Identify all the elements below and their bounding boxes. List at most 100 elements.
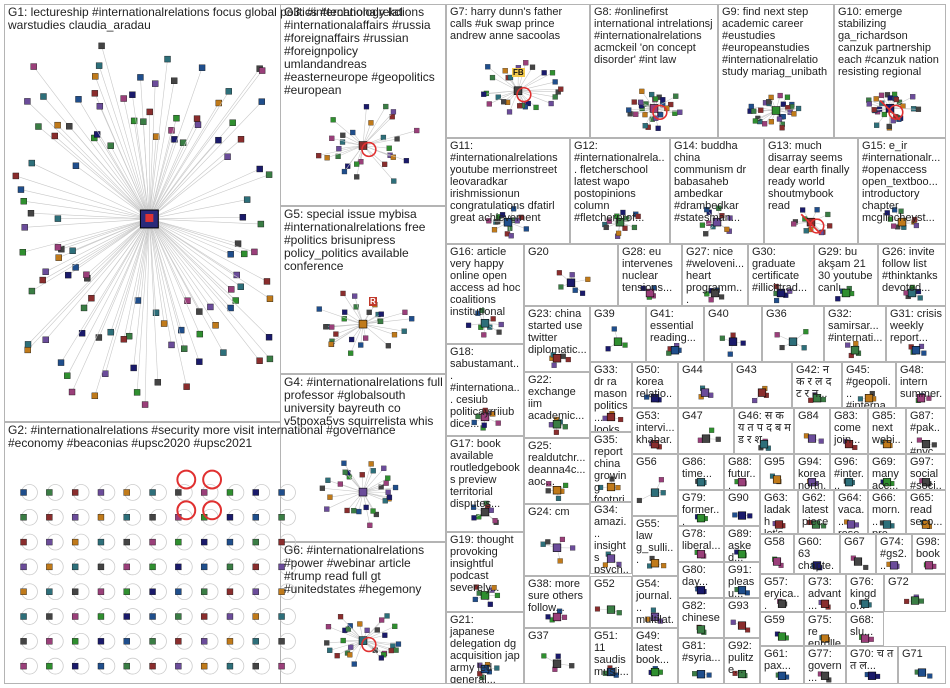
cluster-network	[774, 329, 809, 351]
cluster-network	[666, 342, 682, 356]
cluster-network	[908, 343, 927, 356]
cluster-g66: G66: morn... pre...	[868, 490, 906, 534]
cluster-network	[808, 392, 827, 403]
cluster-network	[884, 207, 920, 230]
cluster-g33: G33: dr ra mason politics... looks...	[590, 362, 632, 432]
cluster-network	[845, 340, 862, 359]
cluster-g98: G98: book	[912, 534, 946, 574]
cluster-g87: G87: #pak... #nyc...	[906, 408, 946, 454]
cluster-network	[594, 605, 622, 616]
cluster-g8: G8: #onlinefirst international intrelati…	[590, 4, 718, 138]
cluster-g62: G62: latest piece...	[798, 490, 834, 534]
hub-node-fb: FB	[512, 68, 525, 77]
cluster-g71: G71	[898, 646, 946, 684]
cluster-g69: G69: many acc...	[868, 454, 906, 490]
cluster-network	[803, 433, 824, 444]
cluster-network	[835, 285, 855, 302]
cluster-g49: G49: latest book...	[632, 628, 678, 684]
cluster-network	[465, 308, 504, 338]
cluster-g10: G10: emerge stabilizing ga_richardson ca…	[834, 4, 946, 138]
cluster-g45: G45: #geopoli... #interna...	[842, 362, 896, 408]
cluster-network	[819, 634, 830, 643]
cluster-network	[914, 668, 933, 679]
cluster-g47: G47	[678, 408, 734, 454]
cluster-g9: G9: find next step academic career #eust…	[718, 4, 834, 138]
cluster-network	[880, 478, 895, 487]
cluster-g46: G46: स क य त प द ब म ड र श	[734, 408, 794, 454]
cluster-network	[811, 561, 823, 571]
cluster-network	[843, 478, 855, 487]
cluster-g77: G77: govern...	[804, 646, 846, 684]
cluster-g74: G74: #gs2...	[876, 534, 912, 574]
cluster-network	[695, 478, 707, 487]
cluster-g12: G12: #internationalrela... fletcherschoo…	[570, 138, 670, 244]
cluster-network	[602, 209, 641, 239]
cluster-network	[859, 599, 872, 608]
cluster-network	[916, 437, 937, 449]
cluster-g50: G50: korea relatio...	[632, 362, 678, 408]
cluster-g15: G15: e_ir #internationalr... #openaccess…	[858, 138, 946, 244]
cluster-network	[719, 332, 746, 357]
cluster-network	[605, 326, 628, 352]
cluster-network	[904, 594, 925, 605]
cluster-g23: G23: china started use twitter diplomati…	[524, 306, 590, 372]
cluster-network	[791, 207, 833, 236]
cluster-network	[324, 613, 402, 667]
cluster-g58: G58	[760, 534, 794, 574]
cluster-network	[698, 385, 714, 400]
cluster-network	[732, 511, 753, 520]
cluster-network	[857, 390, 877, 403]
cluster-network	[626, 88, 683, 131]
cluster-g31: G31: crisis weekly report...	[886, 306, 946, 362]
cluster-network	[920, 520, 933, 529]
cluster-network	[471, 407, 501, 431]
cluster-network	[732, 669, 748, 679]
cluster-g40: G40	[704, 306, 762, 362]
cluster-network	[923, 561, 937, 570]
cluster-network	[696, 624, 707, 635]
cluster-network	[316, 290, 415, 356]
cluster-g94: G94: korea north...	[794, 454, 830, 490]
cluster-network	[758, 438, 771, 451]
cluster-network	[769, 473, 782, 485]
cluster-g20: G20	[524, 244, 618, 306]
cluster-g48: G48: intern summer...	[896, 362, 946, 408]
cluster-network	[777, 598, 788, 608]
cluster-g51: G51: 11 saudis musli...	[590, 628, 632, 684]
cluster-g96: G96: #inter... vols...	[830, 454, 868, 490]
cluster-g36: G36	[762, 306, 824, 362]
cluster-network	[843, 439, 858, 451]
cluster-network	[773, 283, 793, 304]
cluster-g61: G61: pax...	[760, 646, 804, 684]
cluster-g43: G43	[732, 362, 792, 408]
cluster-network	[647, 555, 667, 569]
cluster-g85: G85: next webi...	[868, 408, 906, 454]
cluster-g5: G5: special issue mybisa #internationalr…	[280, 206, 446, 374]
cluster-network	[540, 536, 576, 564]
cluster-g44: G44	[678, 362, 732, 408]
cluster-g42: G42: न क र ल द ट र न...	[792, 362, 842, 408]
cluster-network	[734, 586, 750, 596]
cluster-g14: G14: buddha china communism dr babasaheb…	[670, 138, 764, 244]
cluster-network	[734, 549, 747, 559]
cluster-g52: G52	[590, 576, 632, 628]
cluster-network	[772, 556, 784, 568]
cluster-network	[704, 287, 725, 303]
cluster-network	[548, 417, 568, 435]
cluster-network	[694, 514, 708, 523]
cluster-g72: G72	[884, 574, 946, 612]
cluster-network	[866, 91, 922, 131]
cluster-network	[699, 205, 733, 237]
cluster-network	[316, 103, 420, 184]
cluster-network	[636, 477, 666, 504]
cluster-g79: G79: former...	[678, 490, 724, 526]
cluster-g28: G28: eu intervenes nuclear tensions...	[618, 244, 682, 306]
cluster-network	[20, 469, 296, 675]
cluster-g81: G81: #syria...	[678, 638, 724, 684]
cluster-network	[556, 270, 591, 296]
cluster-network	[640, 285, 657, 300]
cluster-network	[734, 478, 747, 487]
cluster-network	[747, 92, 802, 131]
cluster-network	[864, 671, 881, 680]
